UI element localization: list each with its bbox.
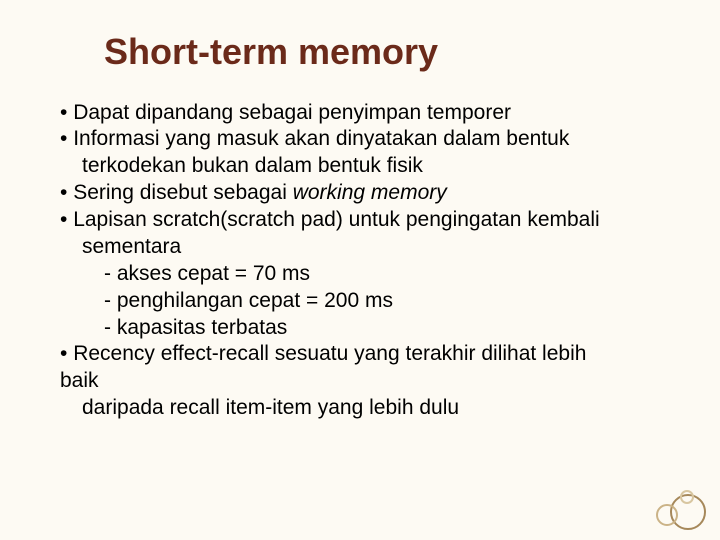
bullet-text: Sering disebut sebagai	[73, 181, 293, 204]
dash-icon: -	[104, 262, 111, 285]
bullet-icon: •	[60, 208, 67, 231]
sub-bullet-item: - penghilangan cepat = 200 ms	[60, 288, 680, 315]
bullet-continuation: daripada recall item-item yang lebih dul…	[60, 395, 680, 422]
dash-icon: -	[104, 289, 111, 312]
bullet-text: Recency effect-recall sesuatu yang terak…	[73, 342, 586, 365]
bullet-text: baik	[60, 369, 99, 392]
dash-icon: -	[104, 316, 111, 339]
slide: Short-term memory • Dapat dipandang seba…	[0, 0, 720, 540]
bullet-text: Lapisan scratch(scratch pad) untuk pengi…	[73, 208, 599, 231]
sub-bullet-text: kapasitas terbatas	[117, 316, 287, 339]
ring-icon	[656, 504, 678, 526]
bullet-text: terkodekan bukan dalam bentuk fisik	[82, 154, 423, 177]
slide-title: Short-term memory	[104, 32, 680, 72]
sub-bullet-item: - akses cepat = 70 ms	[60, 261, 680, 288]
bullet-icon: •	[60, 342, 67, 365]
bullet-continuation: sementara	[60, 234, 680, 261]
sub-bullet-text: akses cepat = 70 ms	[117, 262, 310, 285]
corner-decoration	[654, 490, 708, 530]
bullet-text: Informasi yang masuk akan dinyatakan dal…	[73, 127, 569, 150]
bullet-item: • Sering disebut sebagai working memory	[60, 180, 680, 207]
bullet-continuation: baik	[60, 368, 680, 395]
bullet-continuation: terkodekan bukan dalam bentuk fisik	[60, 153, 680, 180]
bullet-item: • Informasi yang masuk akan dinyatakan d…	[60, 126, 680, 153]
bullet-text: daripada recall item-item yang lebih dul…	[82, 396, 459, 419]
bullet-item: • Lapisan scratch(scratch pad) untuk pen…	[60, 207, 680, 234]
bullet-icon: •	[60, 101, 67, 124]
ring-icon	[680, 490, 694, 504]
bullet-text-italic: working memory	[293, 181, 447, 204]
bullet-text: sementara	[82, 235, 181, 258]
bullet-icon: •	[60, 181, 67, 204]
bullet-icon: •	[60, 127, 67, 150]
bullet-item: • Dapat dipandang sebagai penyimpan temp…	[60, 100, 680, 127]
sub-bullet-text: penghilangan cepat = 200 ms	[117, 289, 393, 312]
bullet-text: Dapat dipandang sebagai penyimpan tempor…	[73, 101, 511, 124]
slide-body: • Dapat dipandang sebagai penyimpan temp…	[60, 100, 680, 423]
bullet-item: • Recency effect-recall sesuatu yang ter…	[60, 341, 680, 368]
sub-bullet-item: - kapasitas terbatas	[60, 315, 680, 342]
